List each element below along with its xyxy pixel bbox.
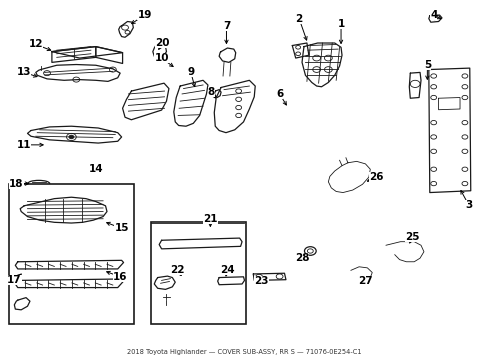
Text: 6: 6 xyxy=(275,89,283,99)
Text: 2018 Toyota Highlander — COVER SUB-ASSY, RR S — 71076-0E254-C1: 2018 Toyota Highlander — COVER SUB-ASSY,… xyxy=(127,349,361,355)
Text: 25: 25 xyxy=(405,232,419,242)
Bar xyxy=(151,222,245,324)
Text: 21: 21 xyxy=(203,214,217,224)
Text: 8: 8 xyxy=(207,87,215,97)
Text: 2: 2 xyxy=(295,14,302,24)
Text: 13: 13 xyxy=(17,67,31,77)
Text: 19: 19 xyxy=(137,10,151,20)
Text: 24: 24 xyxy=(220,265,234,275)
Text: 1: 1 xyxy=(337,19,344,29)
Text: 9: 9 xyxy=(187,67,194,77)
Text: 7: 7 xyxy=(223,21,230,31)
Circle shape xyxy=(88,190,93,193)
Text: 16: 16 xyxy=(113,272,127,282)
Bar xyxy=(9,184,134,324)
Text: 18: 18 xyxy=(9,179,23,189)
Text: 27: 27 xyxy=(357,276,372,286)
Text: 3: 3 xyxy=(464,200,471,210)
Text: 15: 15 xyxy=(114,224,129,233)
Text: 22: 22 xyxy=(170,265,184,275)
Text: 17: 17 xyxy=(7,275,21,285)
Text: 23: 23 xyxy=(254,276,268,286)
Text: 20: 20 xyxy=(155,38,169,48)
Text: 10: 10 xyxy=(154,53,168,63)
Circle shape xyxy=(40,190,44,193)
Text: 11: 11 xyxy=(17,140,31,150)
Text: 14: 14 xyxy=(89,164,103,174)
Text: 26: 26 xyxy=(368,172,383,182)
Circle shape xyxy=(69,135,74,139)
Text: 4: 4 xyxy=(429,10,436,20)
Text: 28: 28 xyxy=(294,253,308,263)
Text: 5: 5 xyxy=(423,60,430,70)
Text: 12: 12 xyxy=(28,40,43,49)
